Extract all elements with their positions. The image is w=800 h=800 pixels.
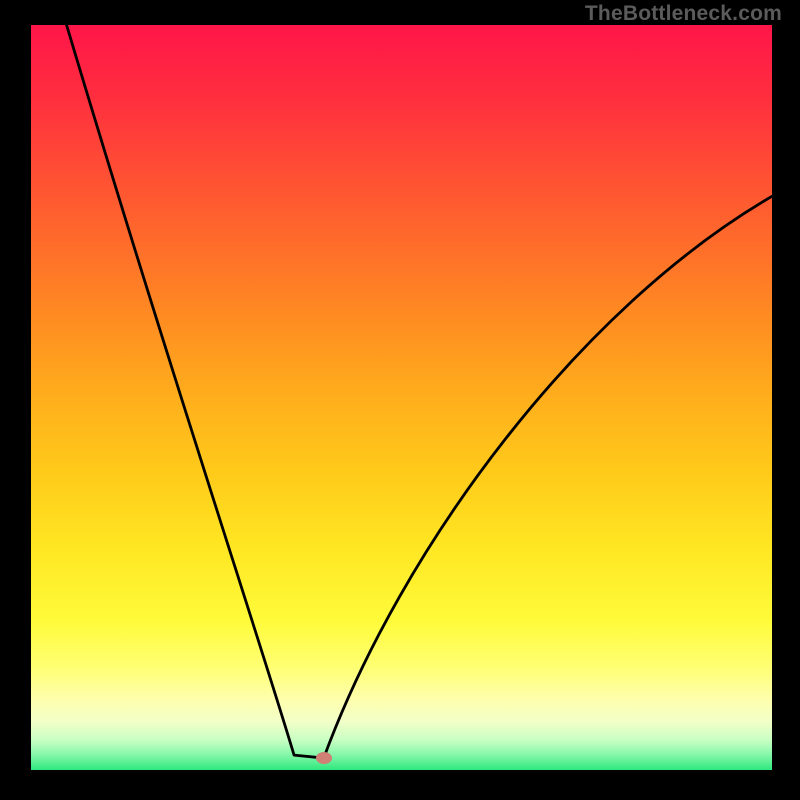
curve-svg — [31, 25, 772, 770]
optimal-point-marker — [316, 752, 332, 764]
bottleneck-curve — [67, 25, 772, 758]
plot-area — [31, 25, 772, 770]
watermark-text: TheBottleneck.com — [585, 2, 782, 26]
